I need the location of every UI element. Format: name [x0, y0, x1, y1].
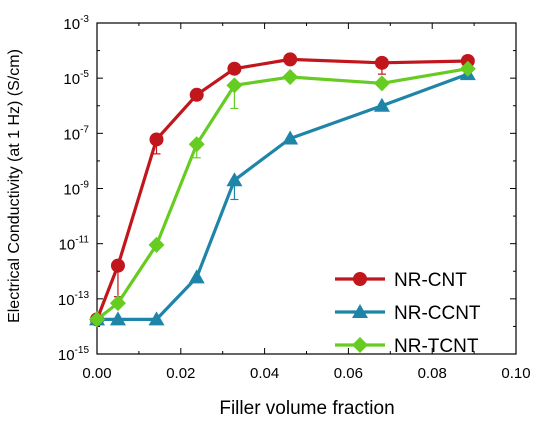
- y-tick-label: 10-11: [59, 235, 90, 254]
- nr-cnt-point: [227, 61, 242, 76]
- nr-tcnt-point: [373, 75, 390, 92]
- y-tick-label: 10-5: [63, 69, 89, 88]
- nr-ccnt-point: [282, 130, 299, 145]
- nr-tcnt-line: [96, 67, 469, 321]
- nr-ccnt-point: [188, 269, 205, 284]
- nr-cnt-point: [149, 132, 164, 147]
- nr-ccnt-point: [109, 311, 126, 326]
- y-axis-label: Electrical Conductivity (at 1 Hz) (S/cm): [6, 49, 23, 323]
- x-tick-label: 0.02: [166, 365, 195, 382]
- nr-ccnt-point: [373, 97, 390, 112]
- y-tick-label: 10-7: [63, 124, 89, 143]
- nr-ccnt-line: [97, 72, 469, 321]
- y-tick-label: 10-13: [58, 290, 90, 309]
- nr-tcnt-point: [188, 136, 205, 153]
- legend-marker-nr-tcnt: [352, 337, 368, 353]
- legend-label-nr-ccnt: NR-CCNT: [394, 303, 481, 324]
- x-axis-label: Filler volume fraction: [219, 398, 394, 419]
- nr-cnt-point: [283, 52, 298, 67]
- x-tick-label: 0.00: [82, 365, 111, 382]
- y-tick-label: 10-15: [58, 345, 90, 364]
- x-tick-label: 0.04: [250, 365, 279, 382]
- nr-ccnt-series: [89, 66, 476, 326]
- nr-tcnt-point: [226, 77, 243, 94]
- legend-label-nr-tcnt: NR-TCNT: [394, 336, 479, 357]
- x-tick-label: 0.10: [501, 365, 530, 382]
- nr-tcnt-point: [109, 295, 126, 312]
- y-tick-label: 10-3: [63, 14, 89, 33]
- nr-tcnt-point: [89, 311, 105, 328]
- x-tick-label: 0.06: [334, 365, 363, 382]
- y-tick-label: 10-9: [63, 180, 89, 199]
- nr-cnt-point: [189, 87, 204, 102]
- nr-ccnt-point: [148, 311, 165, 326]
- legend-label-nr-cnt: NR-CNT: [394, 270, 467, 291]
- nr-tcnt-point: [459, 60, 476, 77]
- nr-tcnt-series: [89, 60, 476, 328]
- legend-marker-nr-cnt: [353, 272, 367, 286]
- nr-cnt-line: [95, 57, 468, 320]
- nr-tcnt-point: [148, 236, 165, 253]
- x-tick-label: 0.08: [418, 365, 447, 382]
- plot-area: 0.00 0.02 0.04 0.06 0.08 0.10 10-15 10-13 10-11 1…: [58, 14, 531, 382]
- legend-marker-nr-ccnt: [352, 304, 368, 318]
- nr-cnt-point: [110, 258, 125, 273]
- nr-ccnt-point: [226, 172, 243, 187]
- nr-tcnt-point: [282, 69, 299, 86]
- nr-cnt-point: [374, 55, 389, 70]
- legend: NR-CNT NR-CCNT NR-TCNT: [335, 270, 481, 357]
